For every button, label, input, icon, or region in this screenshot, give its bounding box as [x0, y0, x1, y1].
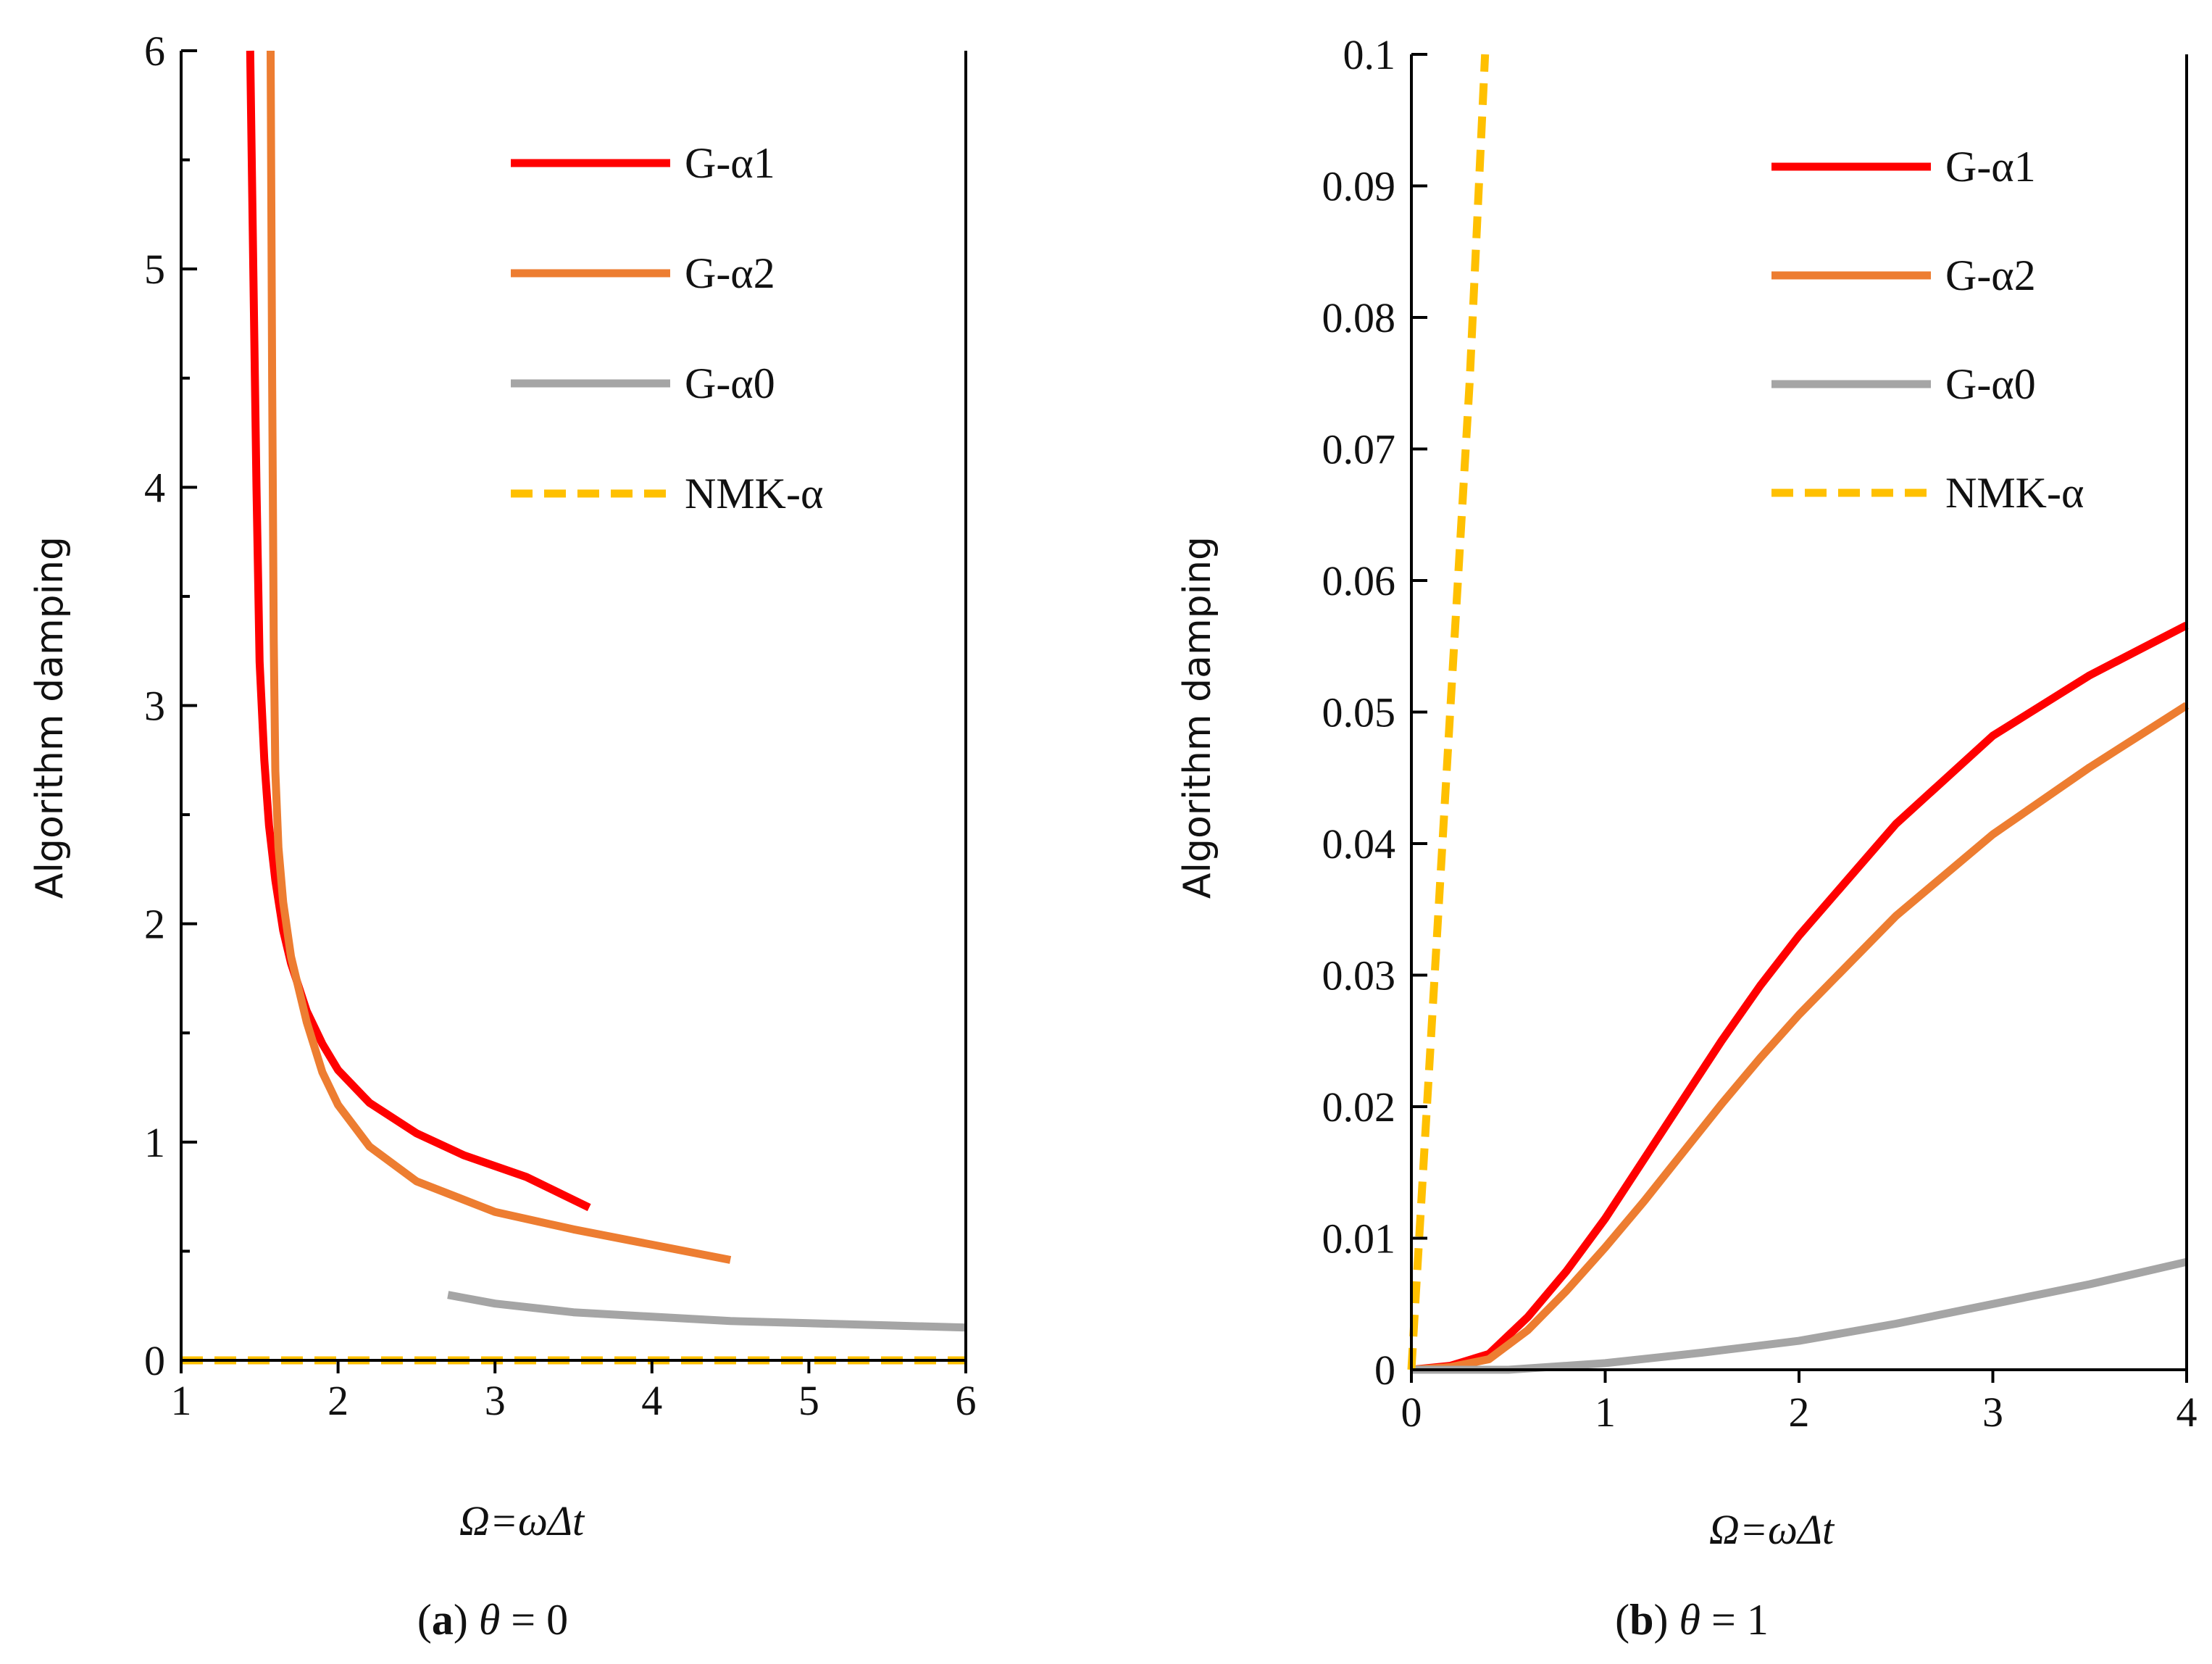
caption-a: (a) θ = 0: [417, 1596, 568, 1644]
chart-panel-b: 0 0.01 0.02 0.03 0.04 0.05 0.06 0.07 0.08 0.09 0.1…: [1176, 31, 2198, 1644]
y-tick-label-a-2: 2: [144, 901, 165, 948]
x-tick-label-a-0: 1: [171, 1377, 192, 1424]
series-line-a-0: [246, 50, 591, 1212]
legend-label-a-2: G-α0: [685, 359, 775, 407]
y-tick-label-b-2: 0.02: [1322, 1083, 1396, 1131]
y-tick-label-a-1: 1: [144, 1119, 165, 1166]
caption-eq-a: = 0: [511, 1596, 568, 1644]
y-tick-label-b-6: 0.06: [1322, 557, 1396, 604]
caption-letter-b: b: [1629, 1596, 1653, 1644]
legend-label-b-2: G-α0: [1945, 360, 2036, 408]
x-tick-label-a-5: 6: [956, 1377, 977, 1424]
series-line-b-2: [1411, 1257, 2188, 1374]
y-axis-title-b: Algorithm damping: [1176, 536, 1219, 899]
legend-label-b-0: G-α1: [1945, 143, 2036, 191]
x-tick-label-b-2: 2: [1789, 1389, 1810, 1436]
x-tick-label-a-1: 2: [327, 1377, 349, 1424]
x-tick-label-b-3: 3: [1982, 1389, 2003, 1436]
x-tick-label-b-0: 0: [1401, 1389, 1422, 1436]
y-tick-label-b-7: 0.07: [1322, 426, 1396, 473]
caption-theta-b: θ: [1679, 1596, 1700, 1644]
y-tick-label-b-8: 0.08: [1322, 294, 1396, 341]
legend-label-b-1: G-α2: [1945, 251, 2036, 299]
x-tick-label-a-3: 4: [641, 1377, 662, 1424]
x-axis-title-a: Ω=ωΔt: [459, 1497, 585, 1544]
caption-eq-b: = 1: [1711, 1596, 1769, 1644]
y-tick-label-a-0: 0: [144, 1337, 165, 1384]
series-line-a-1: [267, 50, 732, 1264]
legend-label-b-3: NMK-α: [1945, 469, 2084, 517]
y-tick-label-b-1: 0.01: [1322, 1215, 1396, 1262]
x-tick-label-b-4: 4: [2176, 1389, 2198, 1436]
y-tick-label-b-0: 0: [1374, 1347, 1395, 1394]
x-tick-label-b-1: 1: [1595, 1389, 1616, 1436]
caption-b: (b) θ = 1: [1615, 1596, 1769, 1644]
series-line-a-2: [447, 1291, 967, 1332]
y-tick-label-b-3: 0.03: [1322, 952, 1396, 999]
y-tick-label-a-5: 5: [144, 246, 165, 293]
caption-theta-a: θ: [479, 1596, 500, 1644]
x-axis-title-b: Ω=ωΔt: [1709, 1506, 1835, 1553]
series-line-b-3: [1407, 54, 1490, 1370]
x-tick-label-a-2: 3: [485, 1377, 506, 1424]
y-tick-label-b-9: 0.09: [1322, 163, 1396, 210]
y-tick-label-b-10: 0.1: [1343, 31, 1396, 78]
y-tick-label-b-5: 0.05: [1322, 689, 1396, 736]
y-tick-label-a-6: 6: [144, 28, 165, 75]
series-line-b-1: [1411, 702, 2189, 1374]
legend-label-a-3: NMK-α: [685, 470, 823, 517]
x-tick-label-a-4: 5: [798, 1377, 819, 1424]
series-line-b-0: [1411, 621, 2189, 1374]
legend-label-a-1: G-α2: [685, 249, 775, 297]
y-axis-title-a: Algorithm damping: [28, 536, 72, 899]
y-tick-label-b-4: 0.04: [1322, 820, 1396, 868]
y-tick-label-a-3: 3: [144, 683, 165, 730]
caption-letter-a: a: [432, 1596, 454, 1644]
legend-label-a-0: G-α1: [685, 139, 775, 187]
y-tick-label-a-4: 4: [144, 464, 165, 511]
